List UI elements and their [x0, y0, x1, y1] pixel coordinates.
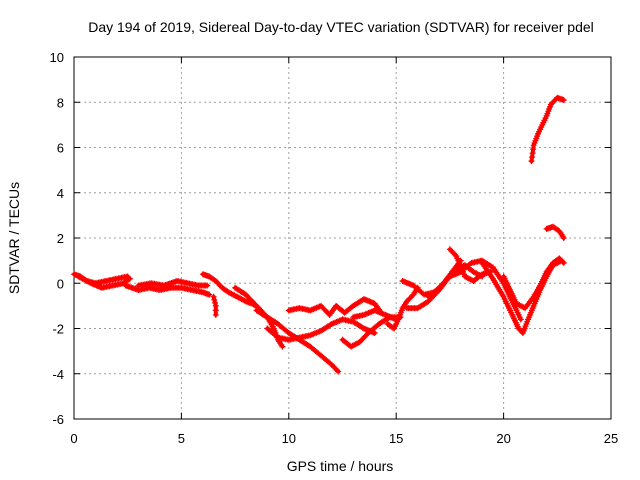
x-tick-label: 5	[178, 431, 185, 446]
series-markers	[253, 307, 342, 375]
series-markers	[528, 94, 567, 165]
series-markers	[210, 293, 219, 318]
series-markers	[122, 282, 213, 298]
x-tick-label: 0	[70, 431, 77, 446]
x-axis: 0 5 10 15 20 25	[70, 57, 618, 446]
series-arc-9	[264, 316, 378, 343]
y-tick-label: 10	[50, 50, 64, 65]
series-markers	[75, 273, 133, 291]
series-arc-2	[75, 273, 133, 291]
data-series	[71, 94, 567, 375]
series-arc-3	[122, 282, 213, 298]
series-arc-17	[446, 246, 494, 284]
series-arc-13	[384, 284, 421, 332]
series-markers	[135, 278, 211, 289]
series-arc-19	[500, 255, 567, 312]
series-arc-8	[253, 307, 342, 375]
y-tick-label: 8	[57, 95, 64, 110]
y-axis: -6 -4 -2 0 2 4 6 8 10	[50, 50, 611, 427]
y-tick-label: 0	[57, 276, 64, 291]
y-tick-label: -4	[52, 367, 64, 382]
series-markers	[285, 296, 385, 318]
y-axis-label: SDTVAR / TECUs	[6, 182, 22, 294]
y-tick-label: 4	[57, 186, 64, 201]
chart-title: Day 194 of 2019, Sidereal Day-to-day VTE…	[88, 19, 594, 35]
grid	[74, 57, 611, 419]
series-markers	[384, 284, 421, 332]
x-axis-label: GPS time / hours	[287, 458, 394, 474]
x-tick-label: 20	[496, 431, 510, 446]
series-markers	[543, 223, 567, 241]
series-arc-7	[232, 284, 286, 350]
series-arc-12	[350, 307, 400, 323]
series-arc-6	[210, 293, 219, 318]
x-tick-label: 10	[282, 431, 296, 446]
series-markers	[500, 255, 567, 312]
x-tick-label: 25	[604, 431, 618, 446]
series-markers	[350, 307, 400, 323]
y-tick-label: -2	[52, 322, 64, 337]
series-arc-21	[543, 223, 567, 241]
x-tick-label: 15	[389, 431, 403, 446]
series-markers	[264, 316, 378, 343]
y-tick-label: -6	[52, 412, 64, 427]
series-arc-20	[528, 94, 567, 165]
series-arc-10	[285, 296, 385, 318]
y-tick-label: 2	[57, 231, 64, 246]
series-arc-4	[135, 278, 211, 289]
series-markers	[232, 284, 286, 350]
y-tick-label: 6	[57, 141, 64, 156]
